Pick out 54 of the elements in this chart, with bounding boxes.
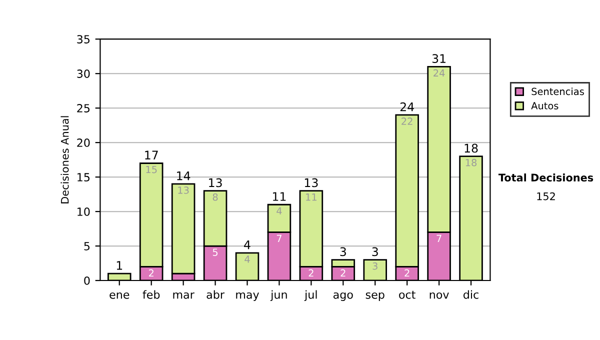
y-tick-label: 30 [77, 70, 90, 78]
data-label: 7 [276, 234, 282, 242]
total-label: 18 [464, 144, 478, 153]
x-tick-label: ago [333, 292, 353, 301]
x-tick-label: abr [206, 290, 224, 299]
total-label: 3 [372, 247, 378, 256]
x-tick-label: sep [366, 292, 384, 301]
y-tick-label: 25 [77, 104, 90, 112]
data-label: 13 [178, 186, 189, 194]
data-label: 2 [340, 269, 346, 277]
total-label: 13 [209, 178, 222, 188]
total-label: 17 [145, 150, 158, 160]
y-tick-label: 10 [78, 208, 90, 216]
x-tick-label: oct [399, 290, 416, 299]
y-tick-label: 35 [77, 35, 90, 44]
data-label: 3 [372, 262, 378, 270]
legend-label: Sentencias [532, 88, 584, 96]
text: Total Decisiones [498, 173, 594, 182]
data-label: 11 [306, 194, 316, 201]
total-label: 1 [116, 261, 122, 270]
data-label: 2 [308, 269, 314, 277]
data-label: 22 [402, 118, 412, 125]
data-label: 5 [212, 248, 218, 256]
y-tick-label: 20 [77, 138, 90, 147]
data-label: 8 [212, 193, 218, 201]
data-label: 18 [466, 158, 477, 166]
total-label: 24 [400, 102, 414, 112]
legend-label: Autos [531, 102, 558, 110]
y-tick-label: 5 [84, 242, 90, 250]
x-tick-label: feb [142, 290, 160, 299]
total-label: 4 [244, 240, 250, 250]
x-tick-label: mar [173, 292, 194, 299]
data-label: 2 [404, 269, 410, 277]
data-label: 4 [276, 207, 282, 214]
x-tick-label: jun [270, 290, 287, 301]
x-tick-label: may [236, 292, 260, 301]
data-label: 15 [146, 166, 157, 174]
data-label: 24 [434, 69, 445, 76]
total-label: 14 [177, 172, 190, 180]
x-tick-label: dic [464, 290, 478, 299]
y-tick-label: 15 [78, 173, 90, 182]
y-axis-title: Decisiones Anual [60, 116, 69, 204]
data-label: 7 [436, 234, 442, 242]
y-tick-label: 0 [84, 276, 90, 285]
total-label: 11 [273, 192, 286, 201]
data-label: 2 [148, 269, 154, 277]
total-label: 31 [432, 54, 446, 64]
x-tick-label: ene [110, 292, 130, 299]
x-tick-label: nov [430, 292, 449, 299]
data-label: 4 [244, 256, 250, 263]
total-label: 13 [304, 178, 318, 188]
x-tick-label: jul [304, 290, 317, 301]
total-label: 3 [340, 247, 346, 256]
text: 152 [537, 192, 555, 200]
